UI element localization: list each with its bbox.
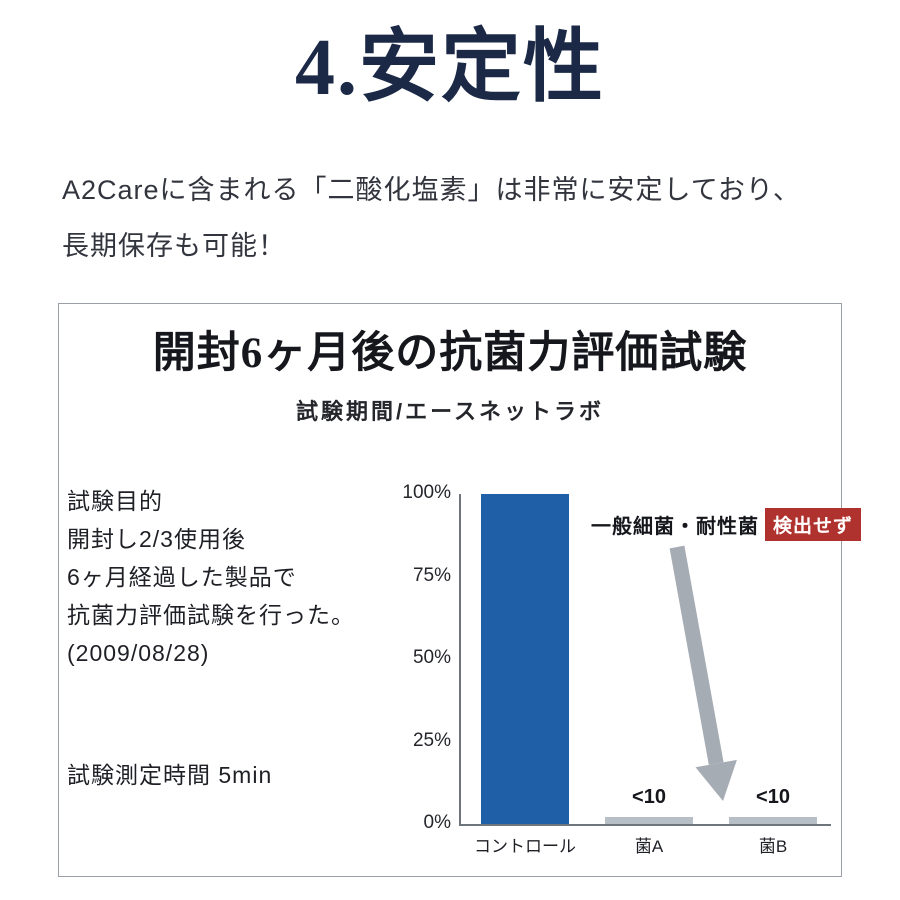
y-axis-tick-label: 25% (412, 729, 451, 751)
bar-chart: コントロール <10 菌A <10 菌B (459, 494, 831, 856)
test-purpose-line: 試験目的 (67, 488, 163, 514)
test-purpose-line: 開封し2/3使用後 (67, 526, 246, 552)
y-axis: 100% 75% 50% 25% 0% (387, 482, 451, 833)
intro-text-line1: A2Careに含まれる「二酸化塩素」は非常に安定しており、 (62, 175, 801, 205)
test-purpose-block: 試験目的開封し2/3使用後 6ヶ月経過した製品で抗菌力評価試験を行った。 (2009… (67, 482, 355, 672)
measurement-time-text: 試験測定時間 5min (67, 762, 273, 788)
not-detected-badge: 検出せず (765, 508, 862, 541)
x-axis-line (459, 824, 831, 826)
test-purpose-line: (2009/08/28) (67, 640, 210, 666)
bar-value-label: <10 (756, 786, 790, 808)
test-purpose-line: 6ヶ月経過した製品で (67, 564, 297, 590)
y-axis-tick-label: 0% (423, 812, 451, 833)
x-axis-category-label: コントロール (474, 837, 576, 856)
bar-value-label: <10 (632, 786, 666, 808)
x-axis-category-label: 菌A (634, 837, 664, 856)
y-axis-line (459, 494, 461, 826)
annotation: 一般細菌・耐性菌 検出せず (591, 508, 862, 541)
bar-菌A (605, 817, 693, 824)
test-purpose-line: 抗菌力評価試験を行った。 (67, 602, 355, 628)
annotation-label: 一般細菌・耐性菌 (591, 516, 759, 538)
intro-text-line2: 長期保存も可能！ (62, 231, 286, 261)
bar-コントロール (481, 494, 569, 824)
chart-title: 開封6ヶ月後の抗菌力評価試験 (152, 330, 748, 377)
y-axis-tick-label: 50% (412, 647, 451, 668)
down-arrow-icon (669, 545, 737, 801)
test-result-panel: 開封6ヶ月後の抗菌力評価試験 試験期間/エースネットラボ 試験目的開封し2/3使… (58, 303, 862, 877)
y-axis-tick-label: 75% (412, 564, 451, 586)
y-axis-tick-label: 100% (402, 482, 451, 503)
bar-菌B (729, 817, 817, 824)
chart-subtitle: 試験期間/エースネットラボ (295, 399, 604, 424)
page-title: 4.安定性 (295, 24, 605, 112)
x-axis-category-label: 菌B (758, 837, 788, 856)
